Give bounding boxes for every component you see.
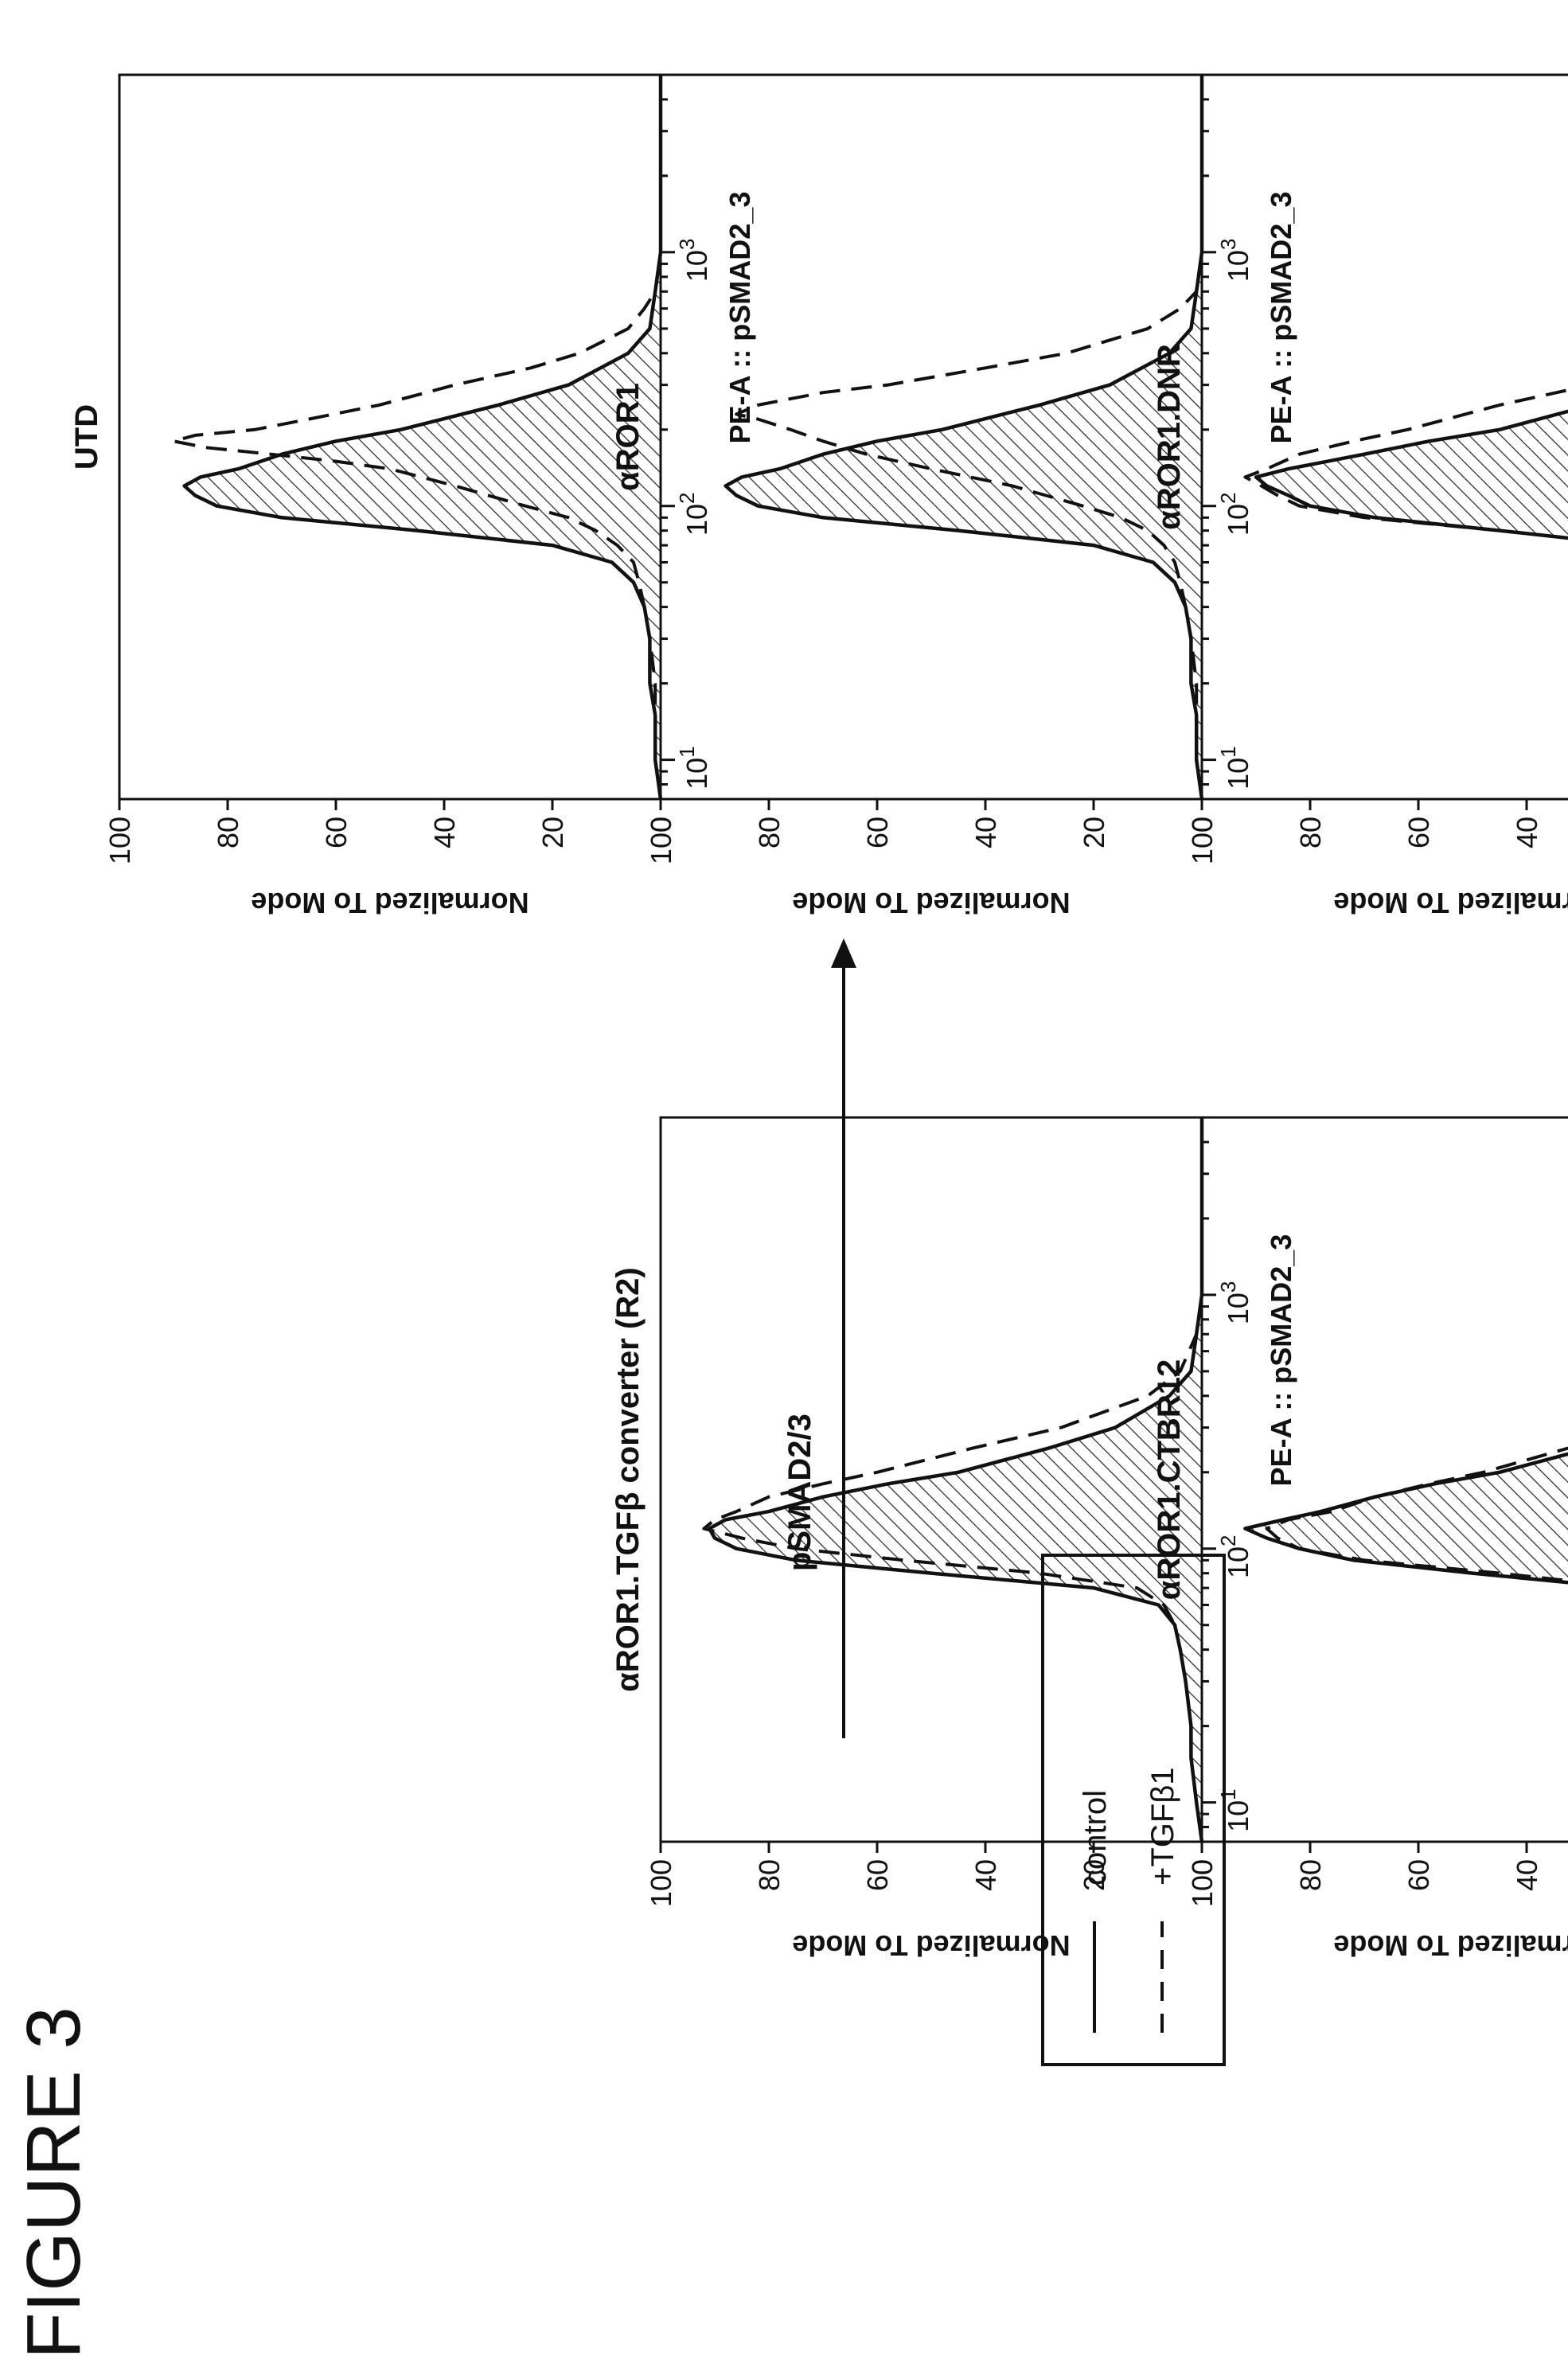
y-tick-label: 20 (1078, 1859, 1110, 1891)
series-control-line (1243, 1117, 1568, 1843)
x-tick-label: 103 (675, 239, 713, 283)
chart-4: αROR1.TGFβ converter (R2) 0 20 40 60 80 100 Nor… (610, 1116, 1297, 1962)
series-tgf-line (735, 75, 1203, 800)
y-axis-label: Normalized To Mode (251, 887, 529, 919)
series-control-fill (1245, 1117, 1568, 1842)
plot-frame (1200, 1116, 1568, 1843)
x-tick-label: 102 (675, 492, 713, 536)
y-axis-label: Normalized To Mode (1333, 887, 1568, 919)
legend-control-label: control (1078, 1790, 1113, 1886)
x-tick-label: 101 (675, 746, 713, 790)
x-axis-label: PE-A :: pSMAD2_3 (1265, 1234, 1297, 1487)
x-tick-label: 102 (1216, 492, 1254, 536)
y-tick-label: 0 (1186, 1859, 1219, 1875)
y-tick-label: 0 (1186, 817, 1219, 833)
pSMAD-axis-arrow (831, 938, 856, 1738)
y-tick-label: 100 (1186, 1859, 1219, 1907)
y-tick-label: 100 (1186, 817, 1219, 864)
x-tick-label: 102 (1216, 1535, 1254, 1578)
figure-label: FIGURE 3 (11, 2006, 96, 2359)
chart-title: αROR1.TGFβ converter (R2) (610, 1267, 646, 1692)
y-tick-label: 60 (1402, 817, 1435, 848)
x-tick-label: 101 (1216, 1788, 1254, 1832)
chart-grid: UTD 0 20 40 60 80 100 Normalized To Mode 101 102 1… (69, 73, 1568, 1962)
y-tick-label: 0 (645, 817, 677, 833)
chart-2: αROR1 0 20 40 60 80 100 Normalized To Mode 101 10… (610, 73, 1297, 919)
chart-title: UTD (69, 404, 104, 470)
legend: control +TGFβ1 (1041, 1554, 1226, 2066)
y-tick-label: 60 (861, 1859, 894, 1891)
chart-1: UTD 0 20 40 60 80 100 Normalized To Mode 101 102 1… (69, 73, 756, 919)
y-axis-label: Normalized To Mode (1333, 1929, 1568, 1962)
series-control-fill (184, 75, 661, 799)
series-tgf-line (172, 75, 662, 800)
y-tick-label: 40 (428, 817, 461, 848)
y-tick-label: 60 (861, 817, 894, 848)
x-tick-label: 103 (1216, 239, 1254, 283)
chart-title: αROR1.CTBR12 (1152, 1359, 1187, 1600)
series-control-fill (709, 1117, 1202, 1842)
x-axis-label: PE-A :: pSMAD2_3 (724, 192, 756, 444)
chart-title: αROR1.DNR (1152, 344, 1187, 530)
y-tick-label: 40 (1511, 1859, 1543, 1891)
y-tick-label: 40 (969, 1859, 1002, 1891)
legend-tgf-label: +TGFβ1 (1145, 1767, 1180, 1886)
pSMAD-axis-label: pSMAD2/3 (782, 1414, 817, 1571)
chart-5: αROR1.CTBR12020406080100Normalized To Mo… (1152, 1116, 1568, 1962)
x-tick-label: 101 (1216, 746, 1254, 790)
chart-3: αROR1.DNR020406080100Normalized To Mode1… (1152, 73, 1568, 919)
x-tick-label: 103 (1216, 1281, 1254, 1325)
y-tick-label: 100 (645, 817, 677, 864)
series-tgf-line (702, 1117, 1203, 1843)
series-tgf-line (1243, 75, 1568, 800)
chart-title: αROR1 (610, 383, 646, 491)
series-control-line (1254, 75, 1568, 800)
y-axis-label: Normalized To Mode (792, 887, 1070, 919)
y-tick-label: 60 (320, 817, 353, 848)
y-tick-label: 40 (1511, 817, 1543, 848)
y-tick-label: 80 (1294, 1859, 1327, 1891)
y-tick-label: 80 (1294, 817, 1327, 848)
y-tick-label: 100 (645, 1859, 677, 1907)
series-tgf-line (1265, 1117, 1568, 1843)
y-tick-label: 100 (103, 817, 136, 864)
x-axis-label: PE-A :: pSMAD2_3 (1265, 192, 1297, 444)
plot-frame (1200, 73, 1568, 801)
y-tick-label: 20 (1078, 817, 1110, 848)
y-tick-label: 20 (536, 817, 569, 848)
y-tick-label: 80 (212, 817, 244, 848)
y-tick-label: 80 (753, 817, 786, 848)
y-tick-label: 60 (1402, 1859, 1435, 1891)
y-tick-label: 40 (969, 817, 1002, 848)
y-axis-label: Normalized To Mode (792, 1929, 1070, 1962)
series-control-fill (725, 75, 1202, 799)
y-tick-label: 80 (753, 1859, 786, 1891)
series-control-fill (1256, 75, 1568, 799)
